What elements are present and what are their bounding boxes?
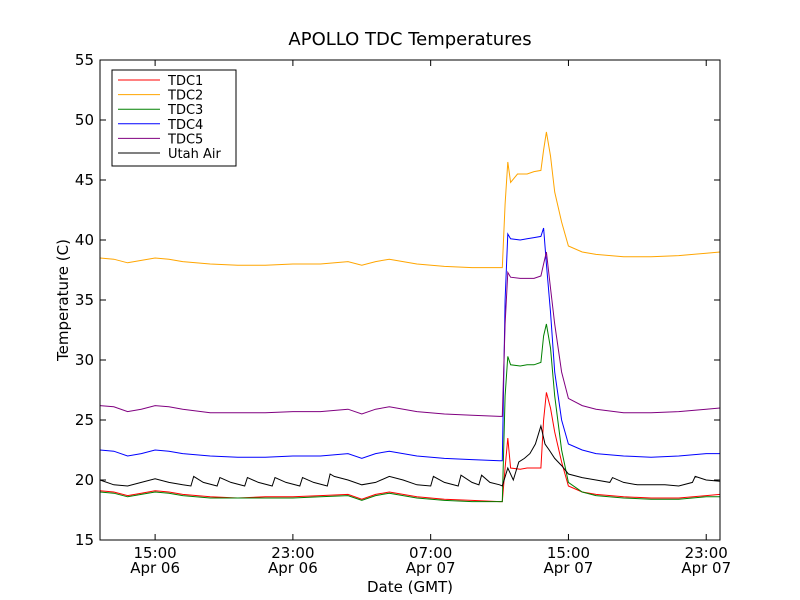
y-tick-label: 30	[75, 351, 94, 369]
series-lines	[99, 131, 721, 503]
y-tick-label: 35	[75, 291, 94, 309]
legend-label: TDC3	[167, 103, 203, 118]
y-tick-label: 40	[75, 231, 94, 249]
x-tick-label-time: 07:00	[409, 544, 452, 562]
x-tick-label-date: Apr 07	[681, 559, 731, 577]
y-tick-label: 15	[75, 531, 94, 549]
legend-box	[111, 69, 237, 167]
legend-label: TDC4	[167, 118, 203, 133]
x-tick-label-date: Apr 06	[130, 559, 180, 577]
y-tick-label: 45	[75, 171, 94, 189]
x-tick-label-date: Apr 07	[544, 559, 594, 577]
y-tick-label: 25	[75, 411, 94, 429]
x-tick-label-time: 15:00	[547, 544, 590, 562]
legend-label: TDC2	[167, 89, 203, 104]
y-tick-label: 55	[75, 51, 94, 69]
y-axis: 15 20 25 30 35 40 45 50 55	[75, 51, 720, 549]
y-axis-label: Temperature (C)	[54, 239, 72, 362]
chart-title: APOLLO TDC Temperatures	[288, 29, 531, 50]
x-tick-label-date: Apr 06	[268, 559, 318, 577]
series-line-tdc3	[99, 323, 720, 503]
x-axis-label: Date (GMT)	[367, 578, 453, 596]
y-tick-label: 50	[75, 111, 94, 129]
y-tick-label: 20	[75, 471, 94, 489]
legend-label: TDC1	[167, 74, 203, 89]
x-tick-label-time: 23:00	[271, 544, 314, 562]
series-line-tdc5	[99, 251, 721, 417]
legend-label: Utah Air	[168, 147, 221, 162]
legend-label: TDC5	[167, 132, 203, 147]
x-tick-label-time: 15:00	[133, 544, 176, 562]
series-line-tdc2	[99, 131, 721, 269]
series-line-utah-air	[99, 424, 721, 487]
x-tick-label-date: Apr 07	[406, 559, 456, 577]
series-line-tdc4	[99, 227, 720, 462]
x-tick-label-time: 23:00	[685, 544, 728, 562]
